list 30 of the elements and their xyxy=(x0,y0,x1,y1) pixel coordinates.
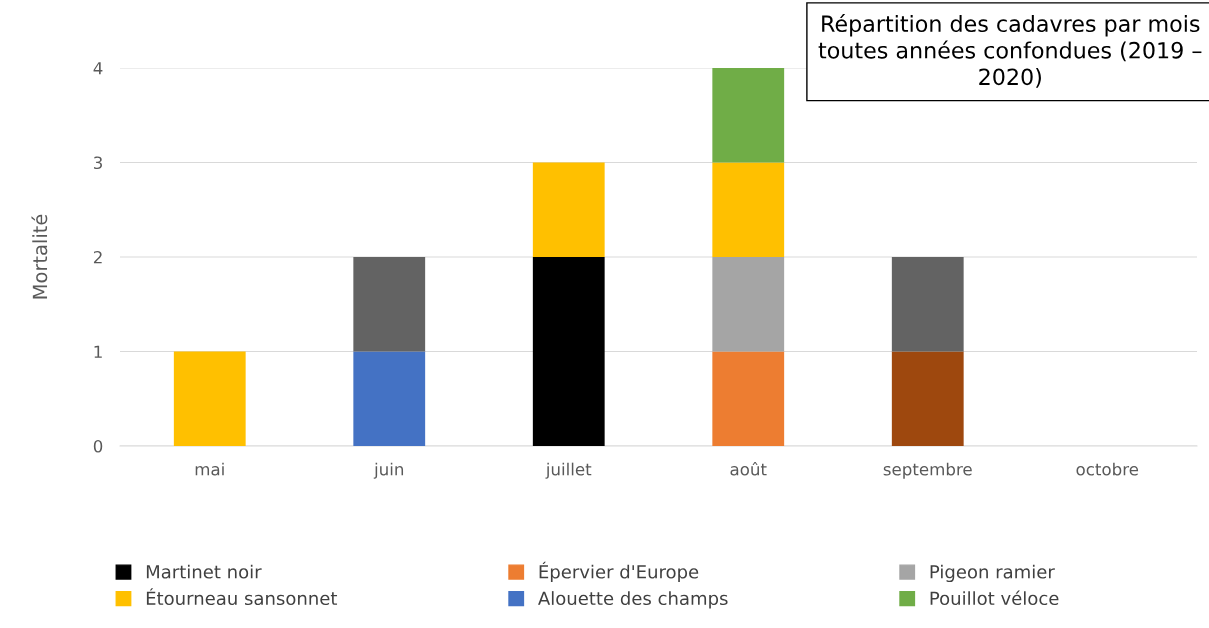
legend-label: Épervier d'Europe xyxy=(539,561,699,583)
y-axis-title: Mortalité xyxy=(31,214,48,299)
bar xyxy=(712,162,785,257)
legend-label: Pouillot véloce xyxy=(930,590,1059,606)
x-tick-label: juillet xyxy=(545,462,592,479)
y-tick-label: 4 xyxy=(93,62,103,75)
bar xyxy=(353,257,426,352)
bar xyxy=(891,351,964,446)
bar xyxy=(353,351,426,446)
bar xyxy=(712,257,785,352)
bar xyxy=(532,162,605,257)
bar xyxy=(173,351,246,446)
legend-label: Pigeon ramier xyxy=(930,564,1055,583)
bar xyxy=(891,257,964,352)
y-tick-label: 3 xyxy=(94,156,102,170)
x-tick-label: octobre xyxy=(1076,462,1139,476)
x-tick-label: septembre xyxy=(883,462,972,479)
x-tick-label: juin xyxy=(373,462,404,479)
y-tick-label: 0 xyxy=(93,439,103,453)
x-tick-label: août xyxy=(730,462,767,476)
bar xyxy=(712,351,785,446)
chart-title: Répartition des cadavres par mois toutes années confondues (2019 – 2020) xyxy=(818,14,1202,88)
bar xyxy=(712,68,785,163)
legend-label: Alouette des champs xyxy=(538,591,728,609)
bar xyxy=(532,257,605,446)
y-tick-label: 2 xyxy=(93,250,102,264)
legend-label: Martinet noir xyxy=(146,564,262,579)
y-tick-label: 1 xyxy=(94,345,102,358)
legend-label: Étourneau sansonnet xyxy=(146,588,338,606)
x-tick-label: mai xyxy=(195,462,224,476)
